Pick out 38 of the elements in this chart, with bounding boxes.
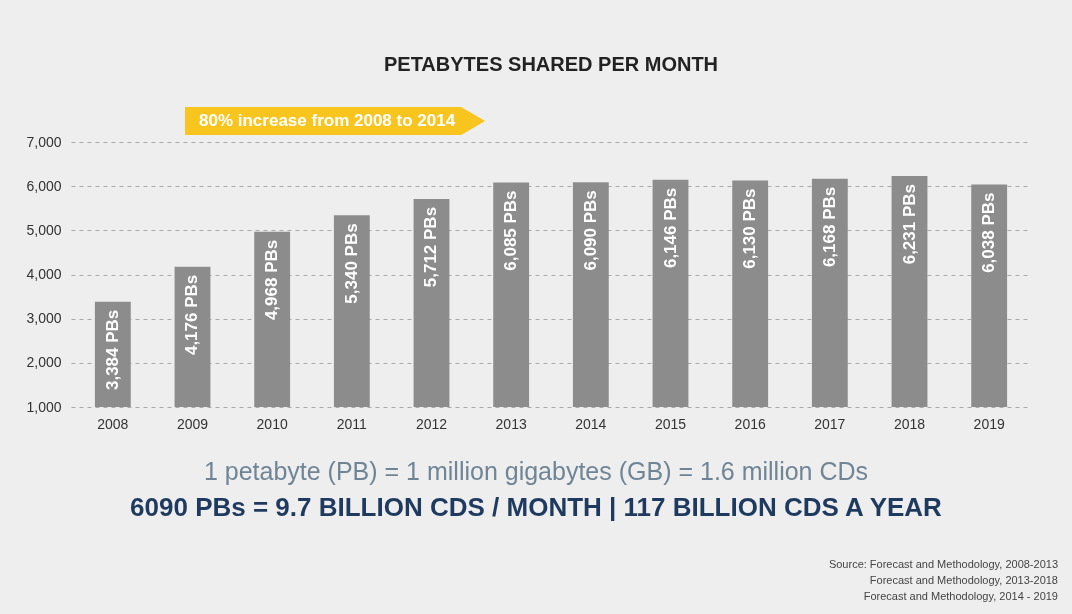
data-label: 6,231 PBs xyxy=(899,183,919,265)
text: 6090 PBs = 9.7 BILLION CDS / MONTH | 117 BILLION CDS A YEAR xyxy=(129,492,943,523)
x-tick-label: 2017 xyxy=(814,415,846,432)
y-tick-label: 7,000 xyxy=(26,133,62,150)
x-tick-label: 2011 xyxy=(336,415,368,432)
x-tick-label: 2013 xyxy=(495,415,527,432)
data-label: 4,968 PBs xyxy=(262,239,282,321)
data-label: 4,176 PBs xyxy=(182,274,202,356)
data-label: 6,130 PBs xyxy=(740,188,760,269)
data-label: 5,712 PBs xyxy=(421,206,441,288)
x-tick-label: 2010 xyxy=(256,415,288,432)
x-tick-label: 2016 xyxy=(734,415,766,432)
data-label: 6,146 PBs xyxy=(660,187,680,269)
x-tick-label: 2012 xyxy=(415,415,448,432)
data-label: 6,038 PBs xyxy=(979,192,999,273)
x-tick-label: 2009 xyxy=(176,415,209,432)
x-tick-label: 2015 xyxy=(654,415,687,432)
y-tick-label: 1,000 xyxy=(26,398,62,415)
text: Forecast and Methodology, 2013-2018 xyxy=(868,573,1058,588)
data-label: 3,384 PBs xyxy=(102,309,122,391)
data-label: 6,090 PBs xyxy=(580,190,600,271)
text: Forecast and Methodology, 2014 - 2019 xyxy=(862,589,1058,604)
y-tick-label: 6,000 xyxy=(26,177,62,194)
text: 1 petabyte (PB) = 1 million gigabytes (GB) = 1.6 million CDs xyxy=(202,457,870,486)
y-tick-label: 4,000 xyxy=(26,266,62,282)
y-tick-label: 5,000 xyxy=(26,221,62,238)
chart-title: PETABYTES SHARED PER MONTH xyxy=(383,53,719,75)
data-label: 6,085 PBs xyxy=(501,190,521,271)
x-tick-label: 2019 xyxy=(973,415,1005,432)
x-tick-label: 2014 xyxy=(575,415,607,432)
source-note: Source: Forecast and Methodology, 2008-2013 xyxy=(828,557,1058,572)
y-tick-label: 3,000 xyxy=(26,310,62,327)
x-tick-label: 2018 xyxy=(893,415,926,432)
data-label: 5,340 PBs xyxy=(341,223,361,304)
y-tick-label: 2,000 xyxy=(26,354,62,371)
text: 80% increase from 2008 to 2014 xyxy=(185,107,486,135)
x-tick-label: 2008 xyxy=(97,415,129,432)
data-label: 6,168 PBs xyxy=(819,186,839,268)
